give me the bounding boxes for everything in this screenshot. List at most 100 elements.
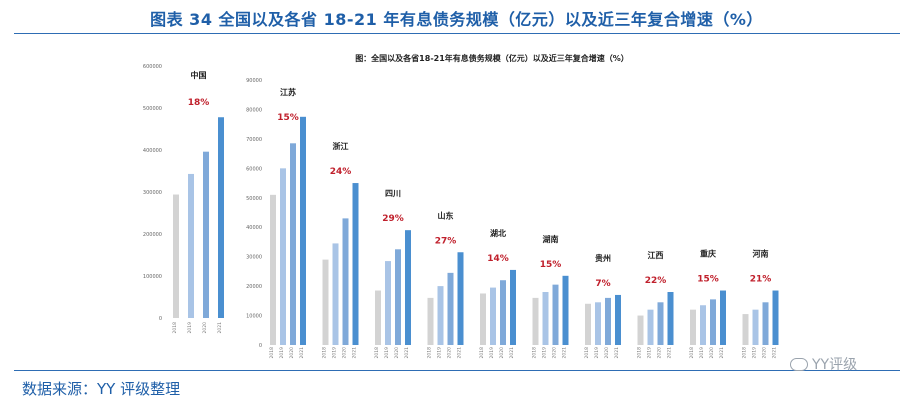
national-x-tick: 2019 <box>187 322 193 334</box>
province-label: 浙江 <box>333 141 349 151</box>
province-growth: 15% <box>540 260 562 270</box>
national-y-tick: 200000 <box>143 232 162 238</box>
province-bar-9-2018 <box>742 314 749 345</box>
province-label: 贵州 <box>595 253 611 263</box>
province-x-tick: 2021 <box>719 347 725 359</box>
province-x-tick: 2021 <box>404 347 410 359</box>
province-growth: 27% <box>435 236 457 246</box>
province-bar-4-2018 <box>480 293 486 345</box>
province-bar-8-2019 <box>700 305 706 345</box>
province-growth: 24% <box>330 167 352 177</box>
province-bar-3-2018 <box>427 297 434 345</box>
province-bar-5-2018 <box>532 297 539 345</box>
province-bar-7-2021 <box>667 292 674 345</box>
province-bar-0-2019 <box>280 168 286 345</box>
source-note: 数据来源：YY 评级整理 <box>22 380 181 398</box>
province-y-tick: 30000 <box>246 255 262 261</box>
province-label: 四川 <box>385 189 401 198</box>
province-bar-4-2021 <box>510 269 516 345</box>
province-bar-8-2020 <box>710 299 716 345</box>
province-x-tick: 2018 <box>322 347 328 359</box>
province-x-tick: 2020 <box>447 347 453 359</box>
province-x-tick: 2020 <box>604 347 610 359</box>
province-label: 江西 <box>648 250 664 260</box>
province-x-tick: 2019 <box>699 347 705 359</box>
province-y-tick: 0 <box>259 343 262 349</box>
province-x-tick: 2021 <box>299 347 305 359</box>
province-x-tick: 2021 <box>614 347 620 359</box>
province-bar-9-2020 <box>762 302 769 345</box>
province-x-tick: 2021 <box>562 347 568 359</box>
province-growth: 29% <box>382 214 404 224</box>
province-bar-0-2018 <box>270 194 276 345</box>
bottom-rule <box>14 370 900 371</box>
province-growth: 21% <box>750 275 772 285</box>
province-x-tick: 2019 <box>437 347 443 359</box>
province-bar-2-2018 <box>375 290 381 345</box>
province-bar-0-2020 <box>290 143 296 345</box>
province-bar-3-2021 <box>457 252 464 345</box>
province-bar-2-2021 <box>405 230 411 345</box>
province-y-tick: 60000 <box>246 166 262 172</box>
province-label: 湖南 <box>543 234 559 244</box>
province-x-tick: 2019 <box>332 347 338 359</box>
province-growth: 14% <box>487 254 509 264</box>
province-label: 重庆 <box>700 249 716 259</box>
province-x-tick: 2018 <box>427 347 433 359</box>
province-growth: 22% <box>645 276 667 286</box>
chart-inner-title: 图：全国以及各省18-21年有息债务规模（亿元）以及近三年复合增速（%） <box>355 53 629 63</box>
national-bar-2018 <box>173 194 179 318</box>
province-x-tick: 2019 <box>384 347 390 359</box>
province-x-tick: 2018 <box>584 347 590 359</box>
province-x-tick: 2018 <box>479 347 485 359</box>
province-bar-6-2018 <box>585 303 591 345</box>
province-x-tick: 2021 <box>457 347 463 359</box>
province-x-tick: 2021 <box>772 347 778 359</box>
province-bar-5-2020 <box>552 284 559 345</box>
province-y-tick: 40000 <box>246 225 262 231</box>
province-bar-1-2019 <box>332 243 339 345</box>
province-bar-2-2019 <box>385 261 391 345</box>
province-x-tick: 2020 <box>289 347 295 359</box>
province-bar-1-2021 <box>352 183 359 345</box>
province-x-tick: 2020 <box>762 347 768 359</box>
province-bar-8-2018 <box>690 309 696 345</box>
province-y-tick: 90000 <box>246 78 262 84</box>
national-bar-2021 <box>218 117 224 319</box>
province-x-tick: 2020 <box>709 347 715 359</box>
province-x-tick: 2018 <box>742 347 748 359</box>
province-bar-6-2020 <box>605 297 611 345</box>
province-bar-9-2021 <box>772 290 779 345</box>
national-y-tick: 500000 <box>143 106 162 112</box>
province-x-tick: 2018 <box>269 347 275 359</box>
province-label: 山东 <box>438 210 454 220</box>
wechat-icon <box>790 357 808 371</box>
province-x-tick: 2020 <box>499 347 505 359</box>
national-y-tick: 100000 <box>143 274 162 280</box>
province-bar-3-2019 <box>437 286 444 345</box>
province-x-tick: 2018 <box>532 347 538 359</box>
province-bar-5-2019 <box>542 292 549 345</box>
province-bar-7-2018 <box>637 315 644 345</box>
province-y-tick: 70000 <box>246 137 262 143</box>
province-x-tick: 2019 <box>489 347 495 359</box>
national-x-tick: 2018 <box>172 322 178 334</box>
province-bar-4-2019 <box>490 287 496 345</box>
province-bar-4-2020 <box>500 280 506 345</box>
province-x-tick: 2021 <box>352 347 358 359</box>
province-x-tick: 2020 <box>657 347 663 359</box>
province-x-tick: 2019 <box>279 347 285 359</box>
province-x-tick: 2018 <box>637 347 643 359</box>
province-y-tick: 10000 <box>246 314 262 320</box>
province-x-tick: 2018 <box>689 347 695 359</box>
province-label: 江苏 <box>280 87 296 97</box>
province-y-tick: 80000 <box>246 107 262 113</box>
province-growth: 15% <box>697 275 719 285</box>
province-x-tick: 2020 <box>394 347 400 359</box>
province-y-tick: 50000 <box>246 196 262 202</box>
province-x-tick: 2019 <box>647 347 653 359</box>
province-bar-1-2018 <box>322 259 329 345</box>
province-x-tick: 2020 <box>342 347 348 359</box>
province-bar-6-2019 <box>595 302 601 345</box>
